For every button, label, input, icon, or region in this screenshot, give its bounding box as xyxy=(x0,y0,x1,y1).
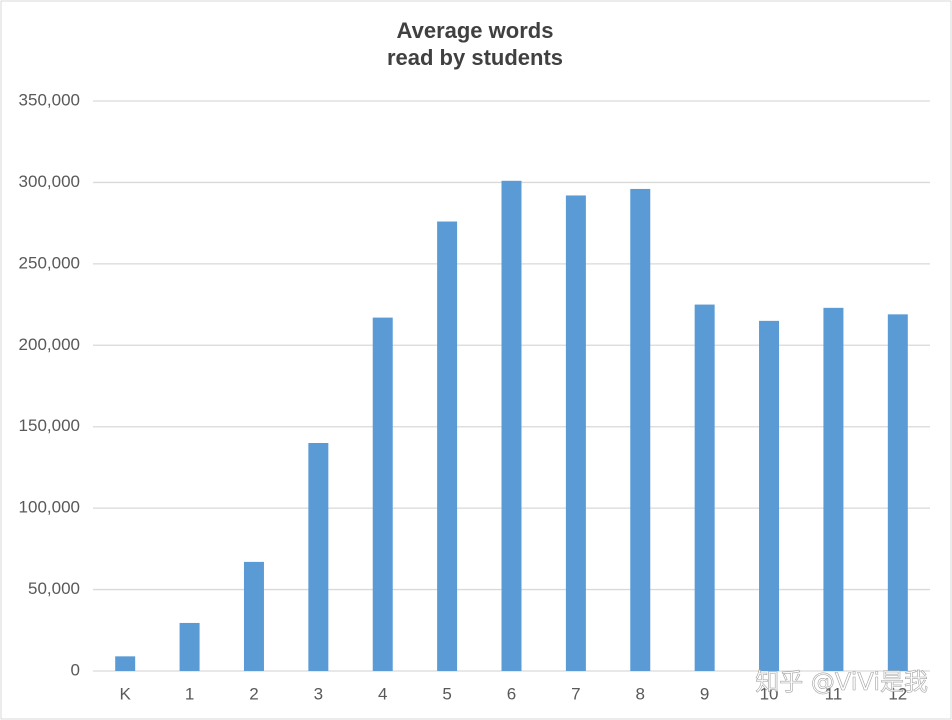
bar xyxy=(179,622,200,671)
x-tick-label: 3 xyxy=(314,684,323,703)
bar xyxy=(308,443,329,671)
chart-title: Average words xyxy=(397,18,554,43)
y-tick-label: 50,000 xyxy=(28,579,80,598)
y-tick-label: 0 xyxy=(71,660,80,679)
y-tick-label: 200,000 xyxy=(19,335,80,354)
bar xyxy=(887,314,908,671)
bar xyxy=(823,307,844,671)
x-tick-label: K xyxy=(120,684,132,703)
x-tick-label: 12 xyxy=(888,684,907,703)
bar xyxy=(437,221,458,671)
y-tick-label: 350,000 xyxy=(19,90,80,109)
chart-title: read by students xyxy=(387,45,563,70)
x-tick-label: 5 xyxy=(442,684,451,703)
x-tick-label: 2 xyxy=(249,684,258,703)
bar xyxy=(694,304,715,671)
y-tick-label: 300,000 xyxy=(19,172,80,191)
x-tick-label: 8 xyxy=(636,684,645,703)
x-tick-label: 7 xyxy=(571,684,580,703)
bar xyxy=(501,180,522,672)
bar xyxy=(372,317,393,671)
x-tick-label: 10 xyxy=(760,684,779,703)
x-tick-label: 11 xyxy=(825,684,843,703)
y-tick-label: 150,000 xyxy=(19,416,80,435)
bar xyxy=(565,195,586,671)
x-tick-label: 4 xyxy=(378,684,387,703)
bar xyxy=(115,656,136,671)
watermark: 知乎 @ViVi是我 xyxy=(755,668,928,696)
bar xyxy=(630,188,651,671)
y-tick-label: 250,000 xyxy=(19,253,80,272)
y-tick-label: 100,000 xyxy=(19,498,80,517)
bar xyxy=(243,561,264,671)
x-tick-label: 9 xyxy=(700,684,709,703)
x-tick-label: 6 xyxy=(507,684,516,703)
x-tick-label: 1 xyxy=(185,684,194,703)
bar xyxy=(759,320,780,671)
